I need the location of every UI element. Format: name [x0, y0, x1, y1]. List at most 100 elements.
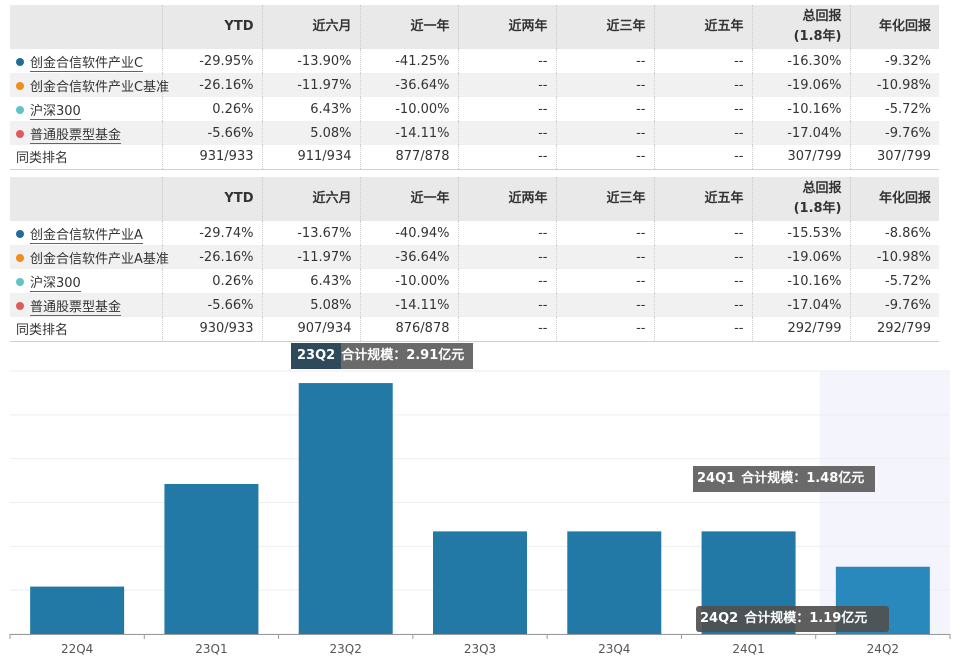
header-empty [10, 5, 163, 49]
row-name-cell[interactable]: 沪深300 [10, 97, 163, 121]
value-cell: -- [458, 121, 557, 145]
value-cell: 6.43% [262, 97, 361, 121]
table-row: 创金合信软件产业C -29.95% -13.90% -41.25% -- -- -- -16.… [10, 49, 939, 73]
value-cell: -- [458, 49, 557, 73]
value-cell: -36.64% [360, 245, 459, 269]
value-cell: -- [654, 269, 753, 293]
bar-23Q1[interactable] [164, 483, 259, 634]
header-8[interactable]: 年化回报 [850, 177, 939, 221]
bar-23Q4[interactable] [567, 531, 662, 634]
header-8[interactable]: 年化回报 [850, 5, 939, 49]
header-total-return[interactable]: 总回报 (1.8年) [752, 5, 851, 49]
row-name-cell[interactable]: 普通股票型基金 [10, 293, 163, 317]
fund-name[interactable]: 普通股票型基金 [30, 127, 122, 144]
value-cell: -29.95% [162, 49, 263, 73]
value-cell: -- [654, 293, 753, 317]
rank-cell: 292/799 [850, 317, 939, 342]
rank-row: 同类排名 930/933 907/934 876/878 -- -- -- 292/799 29… [10, 317, 939, 342]
bar-23Q2[interactable] [298, 383, 393, 634]
fund-name[interactable]: 普通股票型基金 [30, 299, 122, 316]
rank-label: 同类排名 [10, 317, 163, 342]
rank-cell: 930/933 [162, 317, 263, 342]
value-cell: -- [556, 121, 655, 145]
header-3[interactable]: 近一年 [360, 5, 459, 49]
value-cell: -- [458, 97, 557, 121]
value-cell: -- [556, 221, 655, 245]
rank-cell: -- [654, 317, 753, 342]
x-tick-label: 23Q1 [195, 642, 227, 656]
fund-size-chart: 22Q4 23Q1 23Q2 23Q3 23Q4 24Q1 24Q2 23Q2 合计规模：2.… [0, 343, 956, 665]
row-name-cell[interactable]: 创金合信软件产业C [10, 49, 163, 73]
value-cell: -26.16% [162, 73, 263, 97]
rank-cell: 307/799 [752, 145, 851, 170]
value-cell: -- [556, 49, 655, 73]
value-cell: -5.72% [885, 273, 931, 289]
value-cell: -14.11% [360, 293, 459, 317]
header-4[interactable]: 近两年 [458, 177, 557, 221]
header-2[interactable]: 近六月 [262, 5, 361, 49]
value-cell: -5.66% [162, 293, 263, 317]
row-name-cell[interactable]: 普通股票型基金 [10, 121, 163, 145]
value-cell: -26.16% [162, 245, 263, 269]
series-dot-icon [16, 129, 24, 138]
rank-cell: -- [556, 145, 655, 170]
rank-cell: -- [458, 317, 557, 342]
rank-label: 同类排名 [10, 145, 163, 170]
header-1[interactable]: YTD [162, 5, 263, 49]
value-cell: -9.32% [885, 53, 931, 69]
value-cell: -5.66% [162, 121, 263, 145]
x-tick-label: 23Q3 [464, 642, 496, 656]
header-3[interactable]: 近一年 [360, 177, 459, 221]
row-name-cell[interactable]: 沪深300 [10, 269, 163, 293]
header-6[interactable]: 近五年 [654, 5, 753, 49]
value-cell: -9.76% [850, 121, 939, 145]
tooltip-quarter: 23Q2 [291, 343, 342, 369]
fund-name[interactable]: 沪深300 [30, 275, 81, 292]
value-cell: -40.94% [360, 221, 459, 245]
value-cell: -- [458, 221, 557, 245]
x-tick-label: 23Q2 [330, 642, 362, 656]
value-cell: -- [654, 121, 753, 145]
value-cell: -- [458, 269, 557, 293]
header-2[interactable]: 近六月 [262, 177, 361, 221]
value-cell: -5.72% [885, 101, 931, 117]
value-cell: -10.00% [360, 97, 459, 121]
series-dot-icon [16, 277, 24, 286]
value-cell: -9.76% [850, 293, 939, 317]
fund-name[interactable]: 创金合信软件产业A [30, 227, 143, 244]
value-cell: -13.90% [262, 49, 361, 73]
rank-cell: -- [458, 145, 557, 170]
value-cell: -17.04% [752, 293, 851, 317]
fund-name[interactable]: 沪深300 [30, 103, 81, 120]
bar-22Q4[interactable] [30, 586, 125, 634]
performance-table-c: YTD 近六月 近一年 近两年 近三年 近五年 总回报 (1.8年) 年化回报创金合信软件产业C… [10, 5, 939, 170]
table-row: 创金合信软件产业C基准 -26.16% -11.97% -36.64% -- -- -- -1… [10, 73, 939, 97]
value-cell: -10.16% [752, 269, 851, 293]
header-6[interactable]: 近五年 [654, 177, 753, 221]
header-5[interactable]: 近三年 [556, 5, 655, 49]
x-tick-label: 23Q4 [598, 642, 630, 656]
fund-name: 创金合信软件产业C基准 [30, 79, 170, 95]
value-cell: -11.97% [262, 73, 361, 97]
rank-cell: 877/878 [360, 145, 459, 170]
series-dot-icon [16, 105, 24, 114]
value-cell: -- [654, 245, 753, 269]
value-cell: -8.86% [885, 225, 931, 241]
value-cell: -- [556, 97, 655, 121]
table-header-row: YTD 近六月 近一年 近两年 近三年 近五年 总回报 (1.8年) 年化回报 [10, 5, 939, 49]
row-name-cell[interactable]: 创金合信软件产业A [10, 221, 163, 245]
value-cell: 0.26% [162, 269, 263, 293]
fund-name[interactable]: 创金合信软件产业C [30, 55, 144, 72]
header-1[interactable]: YTD [162, 177, 263, 221]
rank-cell: 911/934 [262, 145, 361, 170]
value-cell: -29.74% [162, 221, 263, 245]
header-4[interactable]: 近两年 [458, 5, 557, 49]
table-row: 普通股票型基金 -5.66% 5.08% -14.11% -- -- -- -17.04% -9… [10, 293, 939, 317]
value-cell: -15.53% [752, 221, 851, 245]
tooltip-24Q2: 24Q2 合计规模：1.19亿元 [696, 606, 889, 632]
header-5[interactable]: 近三年 [556, 177, 655, 221]
x-tick-label: 24Q1 [732, 642, 764, 656]
header-total-return[interactable]: 总回报 (1.8年) [752, 177, 851, 221]
bar-23Q3[interactable] [433, 531, 527, 634]
tooltip-quarter: 24Q2 [700, 611, 739, 626]
